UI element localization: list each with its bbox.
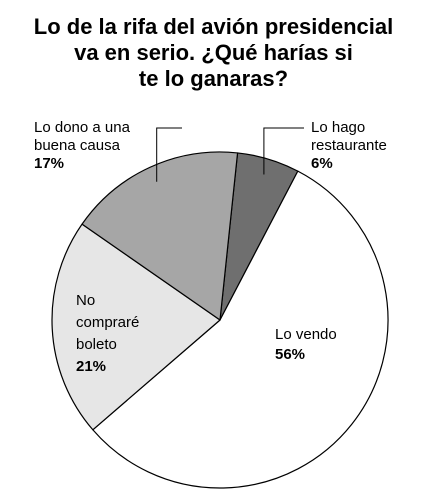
slice-label-no-compre-line-1: No — [76, 292, 95, 309]
pie-slice-vendo — [92, 170, 389, 489]
pie-slice-no-compre — [51, 223, 221, 431]
chart-title-line-1: Lo de la rifa del avión presidencial — [33, 14, 394, 39]
slice-label-restaurante-line-1: Lo hago — [311, 119, 365, 136]
slice-label-vendo-line-1: Lo vendo — [275, 326, 337, 343]
slice-value-vendo: 56% — [275, 346, 305, 363]
slice-value-restaurante: 6% — [311, 155, 333, 172]
slice-label-dono-line-2: buena causa — [34, 137, 121, 154]
leader-line-restaurante — [263, 127, 304, 175]
slice-label-restaurante: Lo hago restaurante 6% — [311, 119, 391, 172]
pie-slice-dono — [81, 151, 239, 321]
slice-label-no-compre: No compraré boleto 21% — [76, 292, 144, 375]
slice-label-dono: Lo dono a una buena causa 17% — [34, 119, 134, 172]
leader-line-dono — [156, 127, 182, 182]
pie-slices — [51, 151, 389, 489]
slice-label-no-compre-line-3: boleto — [76, 336, 117, 353]
chart-title: Lo de la rifa del avión presidencial va … — [0, 14, 427, 92]
slice-value-no-compre: 21% — [76, 358, 106, 375]
slice-value-dono: 17% — [34, 155, 64, 172]
chart-title-line-2: va en serio. ¿Qué harías si — [74, 40, 353, 65]
slice-label-dono-line-1: Lo dono a una — [34, 119, 131, 136]
slice-label-no-compre-line-2: compraré — [76, 314, 139, 331]
slice-label-restaurante-line-2: restaurante — [311, 137, 387, 154]
slice-label-vendo: Lo vendo 56% — [275, 326, 341, 363]
chart-title-line-3: te lo ganaras? — [138, 66, 289, 91]
leader-lines — [156, 127, 304, 182]
